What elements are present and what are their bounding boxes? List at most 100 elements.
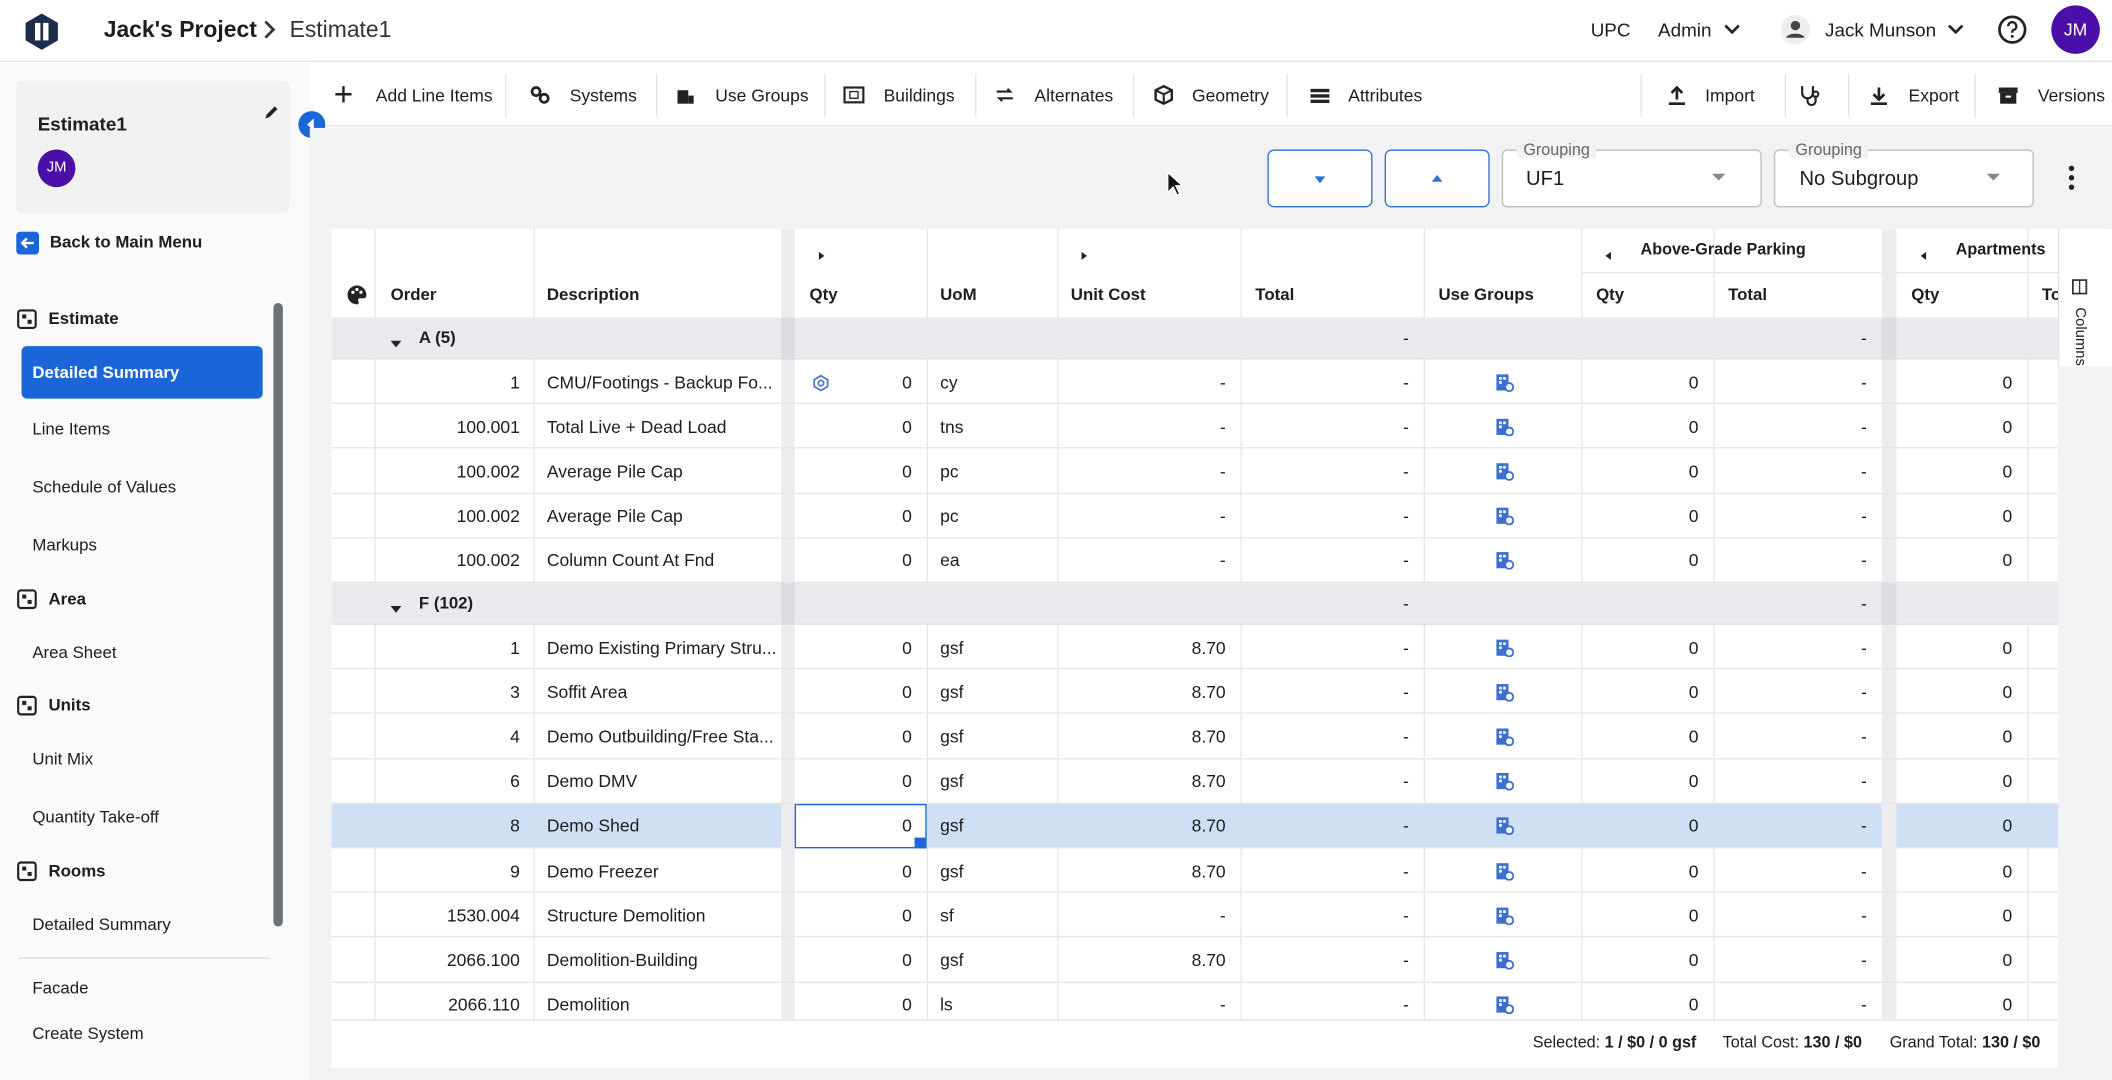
column-header[interactable]: Qty — [1596, 285, 1625, 304]
cell[interactable]: Total Live + Dead Load — [546, 416, 727, 437]
cell[interactable]: 8.70 — [1191, 771, 1226, 792]
cell[interactable]: 3 — [510, 681, 520, 702]
cell[interactable]: 8.70 — [1191, 815, 1226, 837]
column-header[interactable]: Order — [390, 285, 437, 304]
cell[interactable]: Demo Freezer — [546, 860, 659, 881]
column-header[interactable]: Use Groups — [1438, 285, 1534, 304]
cell[interactable]: gsf — [940, 815, 964, 837]
use-groups-button[interactable] — [1495, 861, 1515, 887]
cell[interactable]: 0 — [2002, 550, 2013, 571]
column-header[interactable]: Total — [1255, 285, 1295, 304]
cell[interactable]: 0 — [1688, 994, 1699, 1015]
toolbar-button[interactable]: Systems — [569, 85, 637, 106]
cell[interactable]: - — [1403, 416, 1409, 437]
cell[interactable]: 0 — [1688, 416, 1699, 437]
column-header[interactable]: Qty — [1911, 285, 1940, 304]
cell[interactable]: - — [1403, 815, 1409, 837]
column-header[interactable]: UoM — [940, 285, 977, 304]
cell[interactable]: - — [1403, 505, 1409, 527]
cell[interactable]: 0 — [1688, 950, 1699, 971]
use-groups-button[interactable] — [1495, 638, 1515, 664]
cell[interactable]: - — [1403, 905, 1409, 926]
column-group-header[interactable]: Apartments — [1955, 239, 2046, 259]
sidebar-item[interactable]: Markups — [32, 535, 97, 555]
cell[interactable]: sf — [940, 905, 954, 926]
cell[interactable]: - — [1860, 371, 1867, 392]
cell[interactable]: gsf — [940, 681, 964, 702]
cell[interactable]: - — [1403, 681, 1409, 702]
cell[interactable]: Column Count At Fnd — [546, 550, 715, 571]
toolbar-button[interactable]: Use Groups — [715, 85, 809, 106]
cell[interactable]: 6 — [510, 771, 520, 792]
group-row[interactable] — [331, 317, 2059, 360]
sidebar-item[interactable]: Unit Mix — [32, 749, 94, 769]
cell[interactable]: 0 — [1688, 771, 1699, 792]
cell[interactable]: 1530.004 — [446, 905, 520, 926]
columns-tab-label[interactable]: Columns — [2072, 307, 2089, 366]
cell[interactable]: 0 — [902, 637, 912, 658]
cell[interactable]: ea — [940, 550, 960, 571]
cell[interactable]: - — [1219, 905, 1226, 926]
sidebar-section[interactable]: Estimate — [48, 309, 119, 329]
cell[interactable]: 8.70 — [1191, 681, 1226, 702]
user-name[interactable]: Jack Munson — [1825, 18, 1937, 41]
cell[interactable]: - — [1860, 637, 1867, 658]
cell[interactable]: 0 — [2002, 771, 2013, 792]
table-row[interactable] — [331, 803, 2059, 849]
cell[interactable]: 0 — [902, 550, 912, 571]
sidebar-item[interactable]: Quantity Take-off — [32, 807, 159, 827]
cell[interactable]: - — [1860, 726, 1867, 747]
cell[interactable]: - — [1403, 950, 1409, 971]
cell[interactable]: 0 — [2002, 905, 2013, 926]
cell[interactable]: 2066.100 — [446, 950, 520, 971]
toolbar-button[interactable]: Add Line Items — [375, 85, 493, 106]
cell[interactable]: - — [1860, 681, 1867, 702]
table-row[interactable] — [331, 625, 2059, 670]
cell[interactable]: - — [1860, 771, 1867, 792]
cell[interactable]: - — [1860, 994, 1867, 1015]
cell[interactable]: pc — [940, 461, 959, 482]
cell[interactable]: 8.70 — [1191, 637, 1226, 658]
cell[interactable]: 0 — [2002, 461, 2013, 482]
column-header[interactable]: Total — [1728, 285, 1768, 304]
toolbar-button[interactable]: Export — [1908, 85, 1960, 106]
cell[interactable]: 0 — [2002, 815, 2013, 837]
cell[interactable]: Demo Existing Primary Stru... — [546, 637, 777, 658]
cell[interactable]: 0 — [902, 994, 912, 1015]
role[interactable]: Admin — [1658, 18, 1712, 41]
cell[interactable]: - — [1219, 550, 1226, 571]
sidebar-item[interactable]: Schedule of Values — [32, 477, 177, 497]
cell[interactable]: cy — [940, 371, 958, 392]
cell[interactable]: 0 — [902, 771, 912, 792]
cell[interactable]: gsf — [940, 637, 964, 658]
expand-button[interactable] — [1267, 149, 1373, 208]
toolbar-button[interactable]: Versions — [2037, 85, 2106, 106]
cell[interactable]: - — [1860, 905, 1867, 926]
sidebar-item[interactable]: Line Items — [32, 419, 111, 439]
use-groups-button[interactable] — [1495, 417, 1515, 443]
cell[interactable]: - — [1403, 461, 1409, 482]
group-row[interactable] — [331, 583, 2059, 625]
cell[interactable]: - — [1403, 771, 1409, 792]
project-name[interactable]: Jack's Project — [103, 16, 257, 43]
use-groups-button[interactable] — [1495, 951, 1515, 977]
cell[interactable]: 0 — [902, 681, 912, 702]
cell[interactable]: - — [1860, 416, 1867, 437]
sidebar-item[interactable]: Facade — [32, 978, 89, 998]
cell[interactable]: 0 — [2002, 950, 2013, 971]
cell[interactable]: 0 — [1688, 505, 1699, 527]
sidebar-item[interactable]: Detailed Summary — [32, 915, 171, 935]
cell[interactable]: gsf — [940, 950, 964, 971]
use-groups-button[interactable] — [1495, 772, 1515, 798]
cell[interactable]: - — [1219, 505, 1226, 527]
logo[interactable] — [22, 11, 62, 51]
cell[interactable]: 0 — [2002, 726, 2013, 747]
cell[interactable]: Demo Shed — [546, 815, 640, 837]
cell[interactable]: 9 — [510, 860, 520, 881]
cell[interactable]: 4 — [510, 726, 520, 747]
cell[interactable]: 0 — [902, 860, 912, 881]
cell[interactable]: - — [1219, 371, 1226, 392]
help-button[interactable] — [1997, 15, 2027, 45]
cell[interactable]: gsf — [940, 771, 964, 792]
cell[interactable]: 0 — [2002, 681, 2013, 702]
